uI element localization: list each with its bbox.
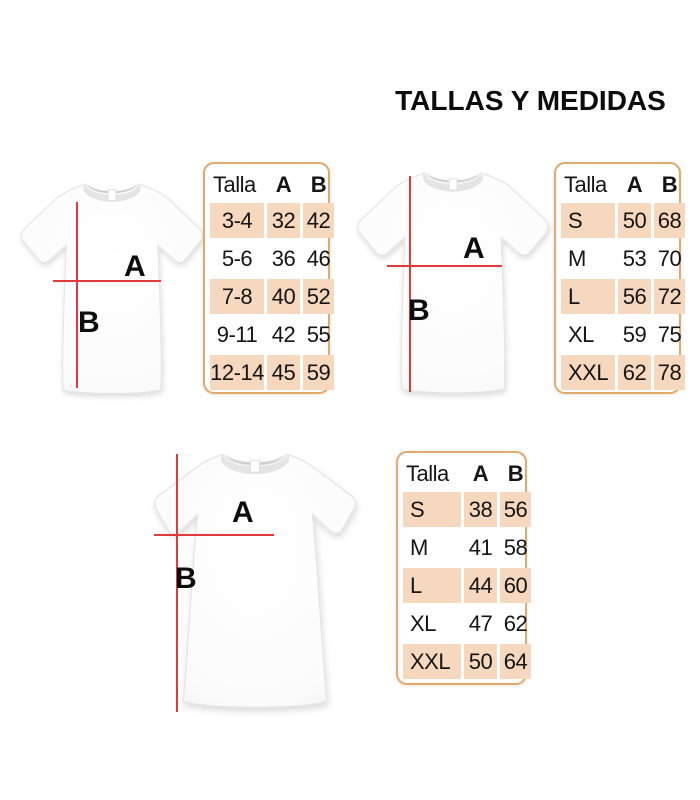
a-cell: 50: [464, 644, 497, 679]
table-row: M 41 58: [403, 530, 528, 565]
size-cell: XXL: [561, 355, 615, 390]
a-cell: 53: [622, 245, 647, 271]
a-cell: 42: [271, 321, 296, 347]
kids-measure-label-b: B: [78, 306, 100, 339]
b-cell: 58: [503, 534, 528, 560]
column-header-a: A: [472, 460, 489, 486]
kids-tshirt-figure: A B: [12, 168, 212, 406]
b-cell: 78: [654, 355, 685, 390]
b-cell: 59: [303, 355, 334, 390]
size-cell: XXL: [403, 644, 461, 679]
column-header-talla: Talla: [213, 171, 256, 197]
kids-measure-label-a: A: [124, 250, 146, 283]
column-header-a: A: [275, 171, 292, 197]
table-row: L 44 60: [403, 568, 531, 603]
table-row: 9-11 42 55: [210, 317, 331, 352]
mens-size-table: Talla A B S 50 68 M 53 70 L 56 72 XL 59 …: [554, 162, 685, 394]
table-row: S 50 68: [561, 203, 685, 238]
table-row: XL 59 75: [561, 317, 682, 352]
table-row: 12-14 45 59: [210, 355, 334, 390]
a-cell: 38: [464, 492, 497, 527]
b-cell: 52: [303, 279, 334, 314]
size-cell: 7-8: [210, 279, 264, 314]
table-row: 5-6 36 46: [210, 241, 331, 276]
size-cell: 5-6: [221, 245, 253, 271]
column-header-b: B: [507, 460, 524, 486]
a-cell: 45: [267, 355, 300, 390]
column-header-a: A: [626, 171, 643, 197]
kids-measure-line-horizontal: [53, 280, 161, 282]
size-cell: XL: [568, 321, 594, 347]
a-cell: 56: [618, 279, 651, 314]
womens-measure-label-b: B: [175, 562, 197, 595]
a-cell: 40: [267, 279, 300, 314]
size-cell: L: [403, 568, 461, 603]
a-cell: 47: [468, 610, 493, 636]
womens-size-table: Talla A B S 38 56 M 41 58 L 44 60 XL 47 …: [396, 451, 531, 685]
table-row: 7-8 40 52: [210, 279, 334, 314]
column-header-b: B: [661, 171, 678, 197]
a-cell: 59: [622, 321, 647, 347]
a-cell: 50: [618, 203, 651, 238]
womens-measure-label-a: A: [232, 496, 254, 529]
b-cell: 42: [303, 203, 334, 238]
a-cell: 32: [267, 203, 300, 238]
size-cell: M: [410, 534, 428, 560]
kids-tshirt-graphic: [20, 183, 204, 394]
size-cell: M: [568, 245, 586, 271]
b-cell: 64: [500, 644, 531, 679]
size-cell: L: [561, 279, 615, 314]
table-row: M 53 70: [561, 241, 682, 276]
table-header-row: Talla A B: [210, 168, 327, 201]
size-cell: 3-4: [210, 203, 264, 238]
b-cell: 68: [654, 203, 685, 238]
size-cell: 9-11: [216, 321, 258, 347]
b-cell: 70: [657, 245, 682, 271]
size-cell: S: [561, 203, 615, 238]
mens-measure-label-b: B: [408, 294, 430, 327]
a-cell: 36: [271, 245, 296, 271]
womens-tshirt-graphic: [154, 453, 356, 708]
b-cell: 60: [500, 568, 531, 603]
size-cell: 12-14: [210, 355, 264, 390]
mens-measure-line-vertical: [409, 176, 411, 392]
table-row: S 38 56: [403, 492, 531, 527]
column-header-b: B: [310, 171, 327, 197]
page-title: TALLAS Y MEDIDAS: [395, 85, 666, 116]
size-cell: S: [403, 492, 461, 527]
table-row: XXL 62 78: [561, 355, 685, 390]
table-header-row: Talla A B: [403, 457, 524, 490]
column-header-talla: Talla: [564, 171, 607, 197]
womens-measure-line-horizontal: [154, 534, 274, 536]
table-row: XXL 50 64: [403, 644, 531, 679]
mens-tshirt-figure: A B: [348, 156, 558, 406]
mens-tshirt-graphic: [357, 172, 549, 394]
a-cell: 41: [468, 534, 493, 560]
b-cell: 75: [657, 321, 682, 347]
b-cell: 62: [503, 610, 528, 636]
b-cell: 56: [500, 492, 531, 527]
table-row: 3-4 32 42: [210, 203, 334, 238]
kids-measure-line-vertical: [76, 202, 78, 388]
table-header-row: Talla A B: [561, 168, 678, 201]
b-cell: 46: [306, 245, 331, 271]
womens-tshirt-figure: A B: [122, 438, 388, 720]
mens-measure-label-a: A: [463, 232, 485, 265]
mens-measure-line-horizontal: [387, 265, 502, 267]
womens-measure-line-vertical: [176, 454, 178, 712]
size-cell: XL: [410, 610, 436, 636]
b-cell: 55: [306, 321, 331, 347]
column-header-talla: Talla: [406, 460, 449, 486]
kids-size-table: Talla A B 3-4 32 42 5-6 36 46 7-8 40 52 …: [203, 162, 334, 394]
a-cell: 44: [464, 568, 497, 603]
a-cell: 62: [618, 355, 651, 390]
b-cell: 72: [654, 279, 685, 314]
table-row: L 56 72: [561, 279, 685, 314]
table-row: XL 47 62: [403, 606, 528, 641]
